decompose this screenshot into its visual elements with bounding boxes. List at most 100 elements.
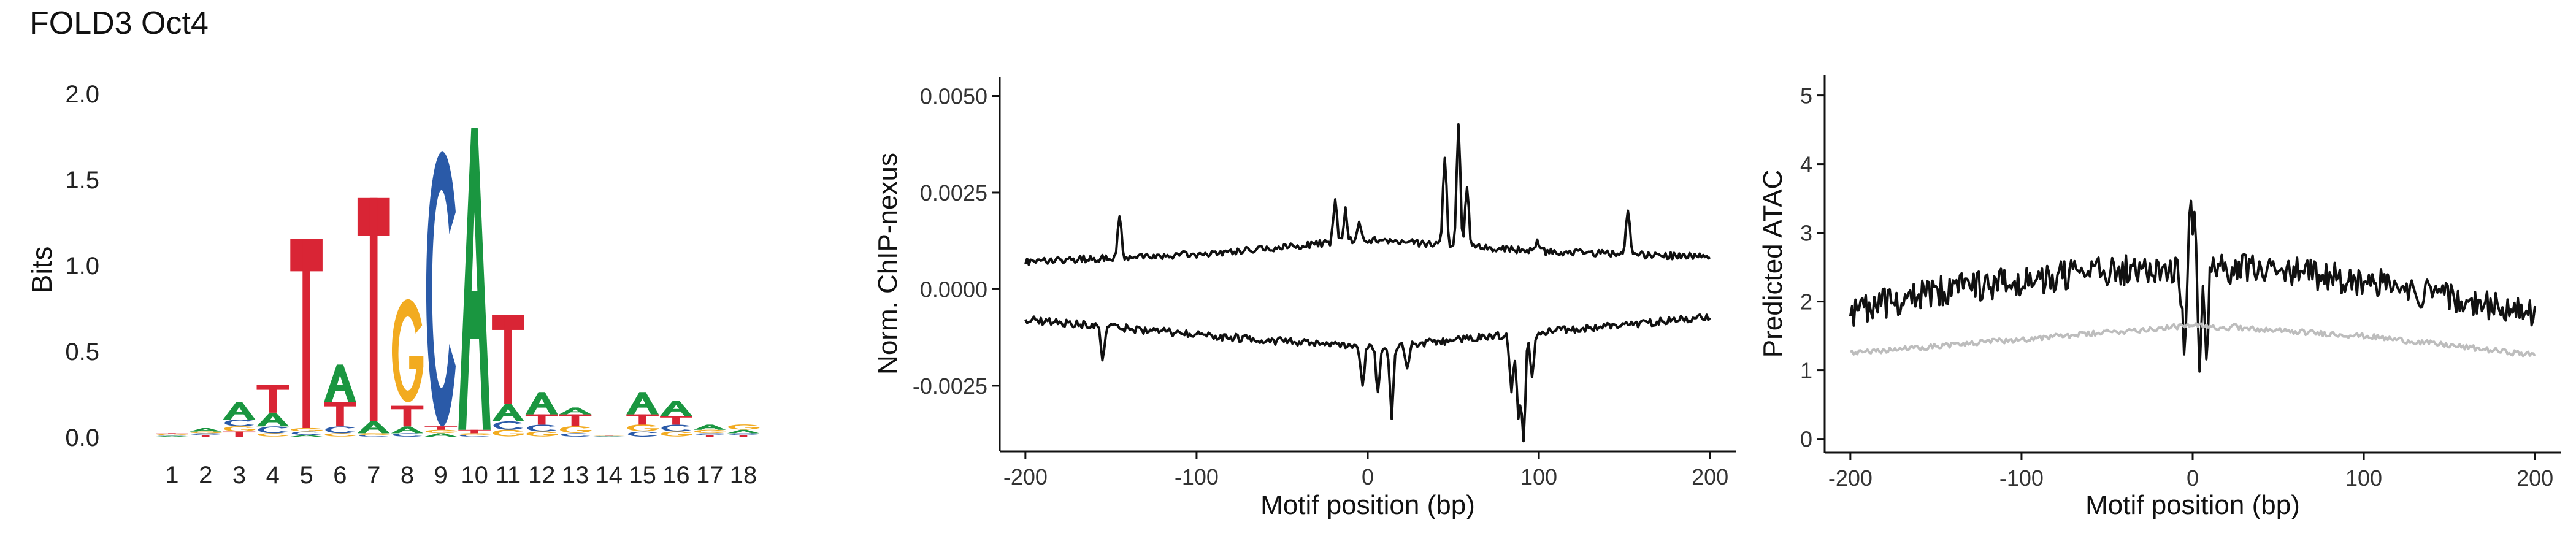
logo-letter-C (393, 433, 423, 437)
logo-letter-C (459, 435, 489, 437)
y-axis-label: Bits (26, 247, 58, 294)
x-ticks: -200 -100 0 100 200 (1003, 451, 1728, 489)
logo-letter-T (458, 429, 491, 434)
chip-nexus-panel: -0.0025 0.0000 0.0025 0.0050 -200 -100 0 100 20… (873, 77, 1736, 520)
x-tick-label: 13 (562, 462, 589, 489)
logo-letter-A (424, 433, 458, 437)
logo-letter-A (458, 128, 491, 430)
y-tick-label: 0.0025 (920, 180, 987, 205)
logo-letter-C (426, 151, 456, 427)
x-axis-label: Motif position (bp) (1260, 490, 1475, 520)
x-tick-label: 17 (696, 462, 724, 489)
logo-letter-C (695, 433, 725, 435)
logo-letter-G (358, 433, 390, 435)
y-tick-label: 0.5 (65, 339, 99, 366)
x-tick-label: 3 (232, 462, 246, 489)
logo-letter-T (626, 414, 659, 425)
x-tick-label: 5 (299, 462, 313, 489)
logo-letter-A (559, 407, 592, 415)
x-tick-label: 14 (596, 462, 623, 489)
x-tick-label: 8 (401, 462, 414, 489)
logo-letter-G (291, 427, 323, 432)
x-tick-label: 15 (629, 462, 656, 489)
y-tick-label: 2 (1800, 289, 1812, 315)
logo-letter-T (559, 414, 592, 427)
x-tick-label: 18 (730, 462, 757, 489)
logo-letter-A (156, 435, 188, 437)
logo-letter-G (190, 431, 222, 434)
logo-letter-C (627, 431, 657, 437)
logo-letter-A (525, 392, 558, 415)
logo-letter-A (727, 429, 760, 434)
logo-letter-G (559, 426, 592, 434)
logo-letter-C (594, 435, 624, 437)
x-tick-labels: 1 2 3 4 5 6 7 8 9 10 11 12 13 14 15 16 17 18 (165, 462, 757, 489)
logo-letter-C (224, 420, 255, 427)
logo-letter-A (256, 412, 289, 427)
y-tick-label: 1.5 (65, 167, 99, 194)
series-line-1 (1024, 123, 1711, 266)
sequence-logo-panel: Bits 0.00.51.01.52.0 1 2 3 4 5 6 7 8 9 10 11 12 13 14… (26, 81, 760, 489)
logo-letter-A (492, 404, 524, 421)
logo-letter-T (727, 435, 760, 437)
x-tick-label: -200 (1828, 466, 1873, 491)
series-line-2 (1024, 313, 1711, 443)
x-tick-label: 9 (434, 462, 448, 489)
logo-letter-T (156, 433, 188, 434)
logo-letter-G (156, 434, 188, 435)
logo-letter-C (291, 431, 321, 435)
x-tick-label: 200 (1692, 464, 1728, 489)
logo-letters (156, 128, 760, 437)
y-tick-label: 1.0 (65, 253, 99, 280)
series-line-2 (1849, 322, 2536, 358)
y-ticks: -0.0025 0.0000 0.0025 0.0050 (913, 83, 1000, 399)
logo-letter-G (425, 429, 458, 434)
x-ticks: -200 -100 0 100 200 (1828, 453, 2553, 491)
logo-letter-G (459, 433, 491, 435)
logo-letter-G (593, 435, 626, 436)
x-tick-label: 16 (662, 462, 690, 489)
logo-letter-T (693, 435, 726, 437)
y-tick-label: 2.0 (65, 81, 99, 108)
logo-letter-A (324, 364, 356, 402)
x-tick-label: 0 (2187, 466, 2199, 491)
predicted-atac-panel: 0 1 2 3 4 5 -200 -100 0 100 200 Predicted ATAC Mo… (1758, 75, 2561, 520)
logo-letter-A (290, 435, 323, 437)
logo-letter-G (694, 429, 726, 434)
x-tick-label: 100 (1520, 464, 1557, 489)
logo-letter-G (526, 431, 558, 437)
logo-letter-G (257, 433, 289, 437)
x-axis-label: Motif position (bp) (2085, 490, 2300, 520)
logo-letter-C (661, 424, 691, 432)
logo-letter-A (189, 428, 222, 432)
logo-letter-T (525, 414, 558, 425)
y-tick-label: 0 (1800, 427, 1812, 452)
signal-lines (1849, 199, 2537, 373)
y-tick-label: 3 (1800, 221, 1812, 246)
logo-letter-A (223, 402, 256, 420)
y-axis-label: Predicted ATAC (1758, 170, 1788, 358)
logo-letter-A (357, 421, 390, 434)
logo-letter-T (223, 431, 256, 437)
logo-letter-A (693, 424, 726, 430)
y-tick-label: -0.0025 (913, 374, 987, 399)
x-tick-label: 100 (2345, 466, 2382, 491)
logo-letter-C (258, 426, 288, 434)
x-tick-label: 4 (266, 462, 280, 489)
logo-letter-T (324, 402, 356, 427)
logo-letter-G (727, 424, 760, 430)
series-line-1 (1849, 199, 2537, 373)
logo-letter-T (492, 315, 524, 404)
x-tick-label: 12 (528, 462, 556, 489)
logo-letter-C (561, 433, 591, 437)
x-tick-label: -200 (1003, 464, 1048, 489)
x-tick-label: 6 (333, 462, 347, 489)
x-tick-label: -100 (1999, 466, 2044, 491)
y-tick-label: 5 (1800, 83, 1812, 109)
logo-letter-T (256, 385, 289, 413)
y-tick-labels: 0.0 0.5 1.0 1.5 2.0 (65, 81, 99, 451)
y-tick-label: 4 (1800, 152, 1812, 177)
x-tick-label: 0 (1362, 464, 1374, 489)
x-tick-label: -100 (1175, 464, 1219, 489)
